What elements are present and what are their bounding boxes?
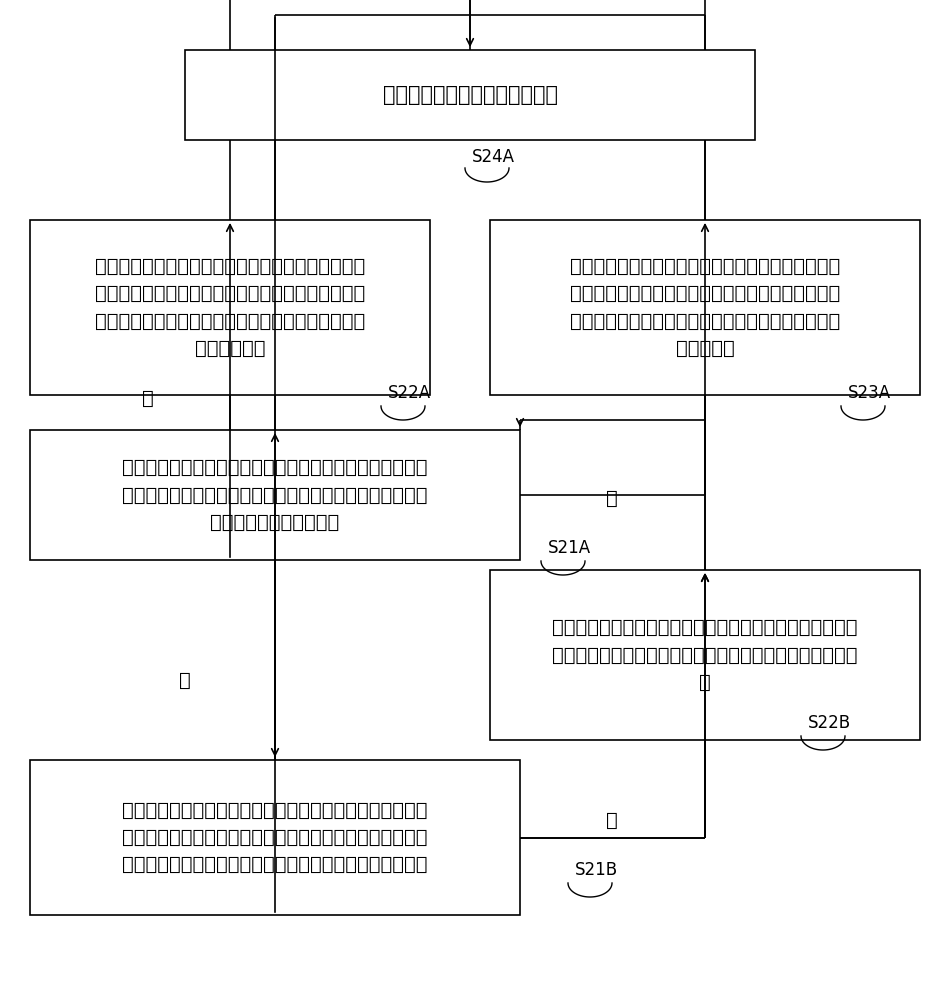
Text: 否: 否 xyxy=(142,388,154,408)
Text: 反向旋转待充电设备至获取到第二对红外对管的导轨
识别信号，并在获取到第一对红外对管的导轨识别信
号之前，继续反向旋转至第二对红外对管的导轨识别
信号消失，: 反向旋转待充电设备至获取到第二对红外对管的导轨 识别信号，并在获取到第一对红外对… xyxy=(570,257,840,358)
Text: 是: 是 xyxy=(606,488,618,508)
Text: S24A: S24A xyxy=(472,148,515,166)
Bar xyxy=(185,50,755,140)
Bar xyxy=(30,220,430,395)
Text: S22A: S22A xyxy=(388,384,431,402)
Bar xyxy=(30,760,520,915)
Text: S23A: S23A xyxy=(848,384,891,402)
Text: 是: 是 xyxy=(180,670,191,690)
Text: S22B: S22B xyxy=(808,714,851,732)
Text: 根据充电区域获取识别导轨的相对位置，并调整待充电设备
沿与识别导轨垂直方向行驶；并在行驶距离满足第一预设条
件时，确认是否有至少一对红外对管接收到导轨识别信号，: 根据充电区域获取识别导轨的相对位置，并调整待充电设备 沿与识别导轨垂直方向行驶；… xyxy=(123,801,428,874)
Text: 控制待充电设备沿当前方向直行: 控制待充电设备沿当前方向直行 xyxy=(383,85,558,105)
Text: 反向旋转待充电设备至获取到第一对红外对管的导轨
识别信号后，并在获取到第二对红外对管导轨识别信
号之前，继续反向旋转至第一对红外管对应的导轨识
别信号消失，: 反向旋转待充电设备至获取到第一对红外对管的导轨 识别信号后，并在获取到第二对红外… xyxy=(95,257,365,358)
Text: S21B: S21B xyxy=(575,861,618,879)
Text: 旋转待充电设备运行方向沿充电桩方向，通过第一红外单元
识别第二红外单元，以识别待充电设备相对充电桩的充电区
域: 旋转待充电设备运行方向沿充电桩方向，通过第一红外单元 识别第二红外单元，以识别待… xyxy=(552,618,858,692)
Text: 在充电区域内正向旋转待充电设备至获取到第一对红外对管
的导轨识别信号，继续正向旋转，并确认是否获取到第二对
红外对管的导轨识别信号: 在充电区域内正向旋转待充电设备至获取到第一对红外对管 的导轨识别信号，继续正向旋… xyxy=(123,458,428,532)
Text: S21A: S21A xyxy=(548,539,591,557)
Bar xyxy=(490,570,920,740)
Text: 否: 否 xyxy=(606,810,618,830)
Bar xyxy=(30,430,520,560)
Bar xyxy=(490,220,920,395)
